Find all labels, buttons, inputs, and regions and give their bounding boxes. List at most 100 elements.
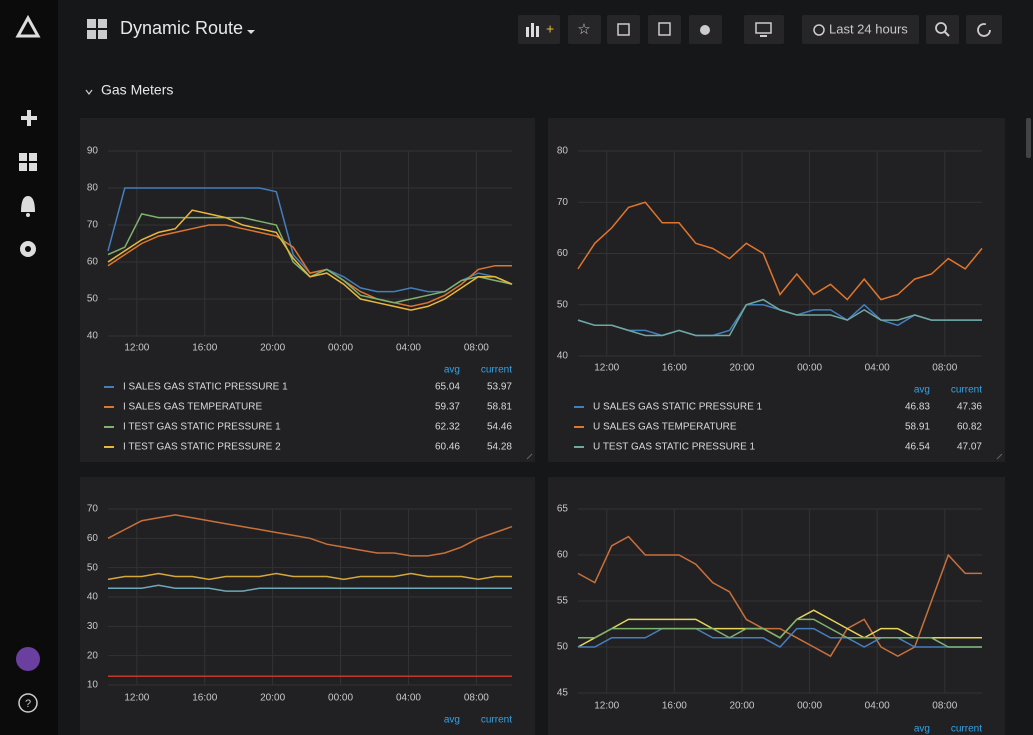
legend-name: U SALES GAS TEMPERATURE <box>593 422 737 433</box>
add-icon[interactable] <box>21 110 37 126</box>
panel <box>80 477 535 735</box>
y-tick-label: 40 <box>87 592 99 603</box>
refresh-button[interactable] <box>966 15 1002 44</box>
y-tick-label: 80 <box>87 183 99 194</box>
legend-avg: 60.46 <box>435 442 460 453</box>
x-tick-label: 20:00 <box>729 363 754 374</box>
time-picker[interactable] <box>802 15 919 44</box>
dashboard-icon <box>87 19 107 39</box>
y-tick-label: 70 <box>557 197 569 208</box>
alert-icon[interactable] <box>21 196 35 217</box>
y-tick-label: 90 <box>87 146 99 157</box>
settings-icon[interactable] <box>20 241 36 257</box>
title-caret <box>247 30 255 34</box>
user-avatar[interactable] <box>16 647 40 671</box>
x-tick-label: 12:00 <box>124 693 149 704</box>
svg-text:+: + <box>546 21 554 37</box>
y-tick-label: 60 <box>87 257 99 268</box>
y-tick-label: 40 <box>557 351 569 362</box>
svg-text:?: ? <box>25 698 31 710</box>
series-line <box>577 298 982 337</box>
x-tick-label: 16:00 <box>192 693 217 704</box>
y-tick-label: 50 <box>87 562 99 573</box>
y-tick-label: 30 <box>87 621 99 632</box>
legend-current: 58.81 <box>487 402 512 413</box>
legend-column-header: current <box>951 385 982 396</box>
legend-current: 54.46 <box>487 422 512 433</box>
x-tick-label: 12:00 <box>124 343 149 354</box>
series-line <box>107 514 513 557</box>
sidebar-logo[interactable] <box>15 14 41 38</box>
legend-current: 54.28 <box>487 442 512 453</box>
svg-text:☆: ☆ <box>577 21 590 38</box>
legend-name: I TEST GAS STATIC PRESSURE 1 <box>123 422 281 433</box>
legend-current: 60.82 <box>957 422 982 433</box>
resize-handle <box>526 453 533 460</box>
row-title[interactable]: Gas Meters <box>101 82 173 98</box>
series-line <box>108 584 512 592</box>
legend-avg: 58.91 <box>905 422 930 433</box>
x-tick-label: 16:00 <box>662 363 687 374</box>
x-tick-label: 20:00 <box>729 701 754 712</box>
x-tick-label: 00:00 <box>797 701 822 712</box>
y-tick-label: 70 <box>87 220 99 231</box>
y-tick-label: 60 <box>557 248 569 259</box>
legend-name: U SALES GAS STATIC PRESSURE 1 <box>593 402 763 413</box>
legend-avg: 65.04 <box>435 382 460 393</box>
y-tick-label: 80 <box>557 146 569 157</box>
y-tick-label: 50 <box>557 299 569 310</box>
y-tick-label: 60 <box>557 550 569 561</box>
legend-column-header: current <box>951 724 982 735</box>
legend-name: U TEST GAS STATIC PRESSURE 1 <box>593 442 756 453</box>
legend-avg: 62.32 <box>435 422 460 433</box>
y-tick-label: 55 <box>557 596 569 607</box>
legend-current: 47.07 <box>957 442 982 453</box>
legend-column-header: avg <box>444 715 460 726</box>
legend-name: I TEST GAS STATIC PRESSURE 2 <box>123 442 281 453</box>
legend: avg current <box>914 724 982 735</box>
series-line <box>107 224 512 308</box>
x-tick-label: 00:00 <box>328 693 353 704</box>
x-tick-label: 08:00 <box>932 701 957 712</box>
x-tick-label: 08:00 <box>464 693 489 704</box>
x-tick-label: 08:00 <box>932 363 957 374</box>
dashboard-title[interactable]: Dynamic Route <box>120 18 243 38</box>
legend-avg: 59.37 <box>435 402 460 413</box>
share-button[interactable] <box>607 15 640 44</box>
panel <box>548 477 1005 735</box>
toolbar: + ☆ Last 24 hours <box>518 15 1002 44</box>
series-line <box>577 201 983 301</box>
legend: avg current <box>444 715 512 726</box>
y-tick-label: 10 <box>87 680 99 691</box>
legend-avg: 46.54 <box>905 442 930 453</box>
y-tick-label: 45 <box>557 688 569 699</box>
row-collapse[interactable] <box>85 89 93 95</box>
x-tick-label: 04:00 <box>865 363 890 374</box>
y-tick-label: 40 <box>87 331 99 342</box>
series-line <box>107 572 512 581</box>
series-line <box>578 627 982 648</box>
zoom-out-button[interactable] <box>926 15 959 44</box>
x-tick-label: 20:00 <box>260 343 285 354</box>
legend-current: 53.97 <box>487 382 512 393</box>
series-line <box>578 618 982 648</box>
x-tick-label: 04:00 <box>865 701 890 712</box>
dashboards-icon[interactable] <box>19 153 37 171</box>
legend: avg current U SALES GAS STATIC PRESSURE 1 4… <box>574 385 982 453</box>
x-tick-label: 00:00 <box>328 343 353 354</box>
scrollbar[interactable] <box>1026 118 1031 158</box>
legend-column-header: avg <box>444 365 460 376</box>
help-icon[interactable]: ? <box>18 693 38 713</box>
series-line <box>107 209 513 311</box>
y-tick-label: 20 <box>87 650 99 661</box>
x-tick-label: 00:00 <box>797 363 822 374</box>
x-tick-label: 08:00 <box>464 343 489 354</box>
view-mode-button[interactable] <box>744 15 784 44</box>
legend-name: I SALES GAS TEMPERATURE <box>123 402 262 413</box>
save-button[interactable] <box>648 15 681 44</box>
time-range[interactable]: Last 24 hours <box>829 21 908 36</box>
legend-avg: 46.83 <box>905 402 930 413</box>
y-tick-label: 60 <box>87 533 99 544</box>
star-button[interactable] <box>568 15 601 44</box>
